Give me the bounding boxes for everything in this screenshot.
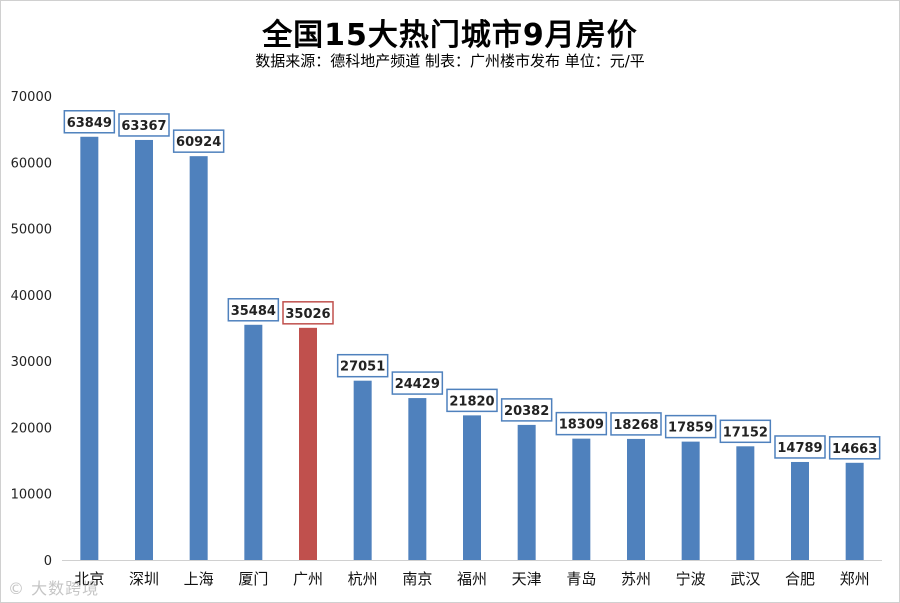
x-tick-label: 上海 [184,570,214,588]
bar [627,438,645,560]
x-tick-label: 合肥 [785,570,815,588]
y-tick-label: 70000 [11,90,52,105]
bar [681,441,700,560]
chart-title: 全国15大热门城市9月房价 [262,18,638,53]
y-tick-label: 40000 [11,289,52,304]
x-tick-label: 苏州 [621,570,651,588]
bar [299,327,317,560]
x-tick-label: 武汉 [730,570,760,588]
data-label-box [282,301,334,325]
data-label: 24429 [395,377,440,392]
data-label-box [719,419,772,444]
x-tick-label: 天津 [512,570,542,588]
bar [189,156,208,560]
y-axis: 0 10000 20000 30000 40000 50000 60000 70000 [11,90,52,569]
x-tick-label: 北京 [74,570,104,588]
x-tick-label: 福州 [457,570,487,588]
data-label: 27051 [340,360,385,375]
bar [353,380,372,560]
bar [80,136,99,560]
y-tick-label: 50000 [11,223,52,238]
data-label: 60924 [176,135,221,150]
bar [572,438,591,560]
bar [463,415,481,560]
data-labels: 63849 63367 60924 35484 35026 27051 24429 21820… [63,110,881,460]
watermark: © 大数跨境 [8,579,100,598]
y-tick-label: 30000 [11,355,52,370]
bar [517,424,536,560]
bar [135,139,153,560]
x-tick-label: 厦门 [238,570,268,588]
x-tick-label: 宁波 [676,570,706,588]
data-label-box [446,388,498,413]
data-label-box [610,412,662,436]
category-labels: 北京 深圳 上海 厦门 广州 杭州 南京 福州 天津 青岛 苏州 宁波 武汉 合肥 郑州 [74,570,869,588]
x-tick-label: 广州 [293,570,323,588]
data-label: 21820 [449,394,494,409]
data-label-box [63,110,116,134]
data-label-box [118,113,170,137]
bar [791,461,809,560]
data-label: 18309 [559,418,604,433]
data-label: 63367 [121,119,166,134]
bar [244,324,263,560]
x-tick-label: 南京 [402,570,432,588]
x-tick-label: 郑州 [840,570,870,588]
data-label-box [664,414,717,439]
x-tick-label: 青岛 [566,570,596,588]
data-label: 17152 [723,425,768,440]
data-label: 35026 [285,307,330,322]
x-tick-label: 深圳 [129,570,159,588]
data-label-box [336,353,389,378]
data-label-box [172,129,225,153]
chart-subtitle: 数据来源：德科地产频道 制表：广州楼市发布 单位：元/平 [255,52,645,70]
data-label: 35484 [231,304,276,319]
data-label-box [555,411,608,436]
data-label-box [500,398,553,422]
bar [736,446,755,560]
data-label: 18268 [613,418,658,433]
bar [408,398,427,560]
data-label: 63849 [67,116,112,131]
data-label: 14789 [777,441,822,456]
data-label-box [391,371,444,395]
y-tick-label: 60000 [11,156,52,171]
data-label-box [774,435,826,459]
data-label: 14663 [832,442,877,457]
y-tick-label: 0 [44,554,52,569]
bars [80,136,864,560]
data-label: 17859 [668,421,713,436]
bar [845,462,864,560]
x-tick-label: 杭州 [348,570,378,588]
data-label: 20382 [504,404,549,419]
y-tick-label: 20000 [11,421,52,436]
data-label-box [828,436,881,460]
y-tick-label: 10000 [11,488,52,503]
data-label-box [227,298,280,322]
